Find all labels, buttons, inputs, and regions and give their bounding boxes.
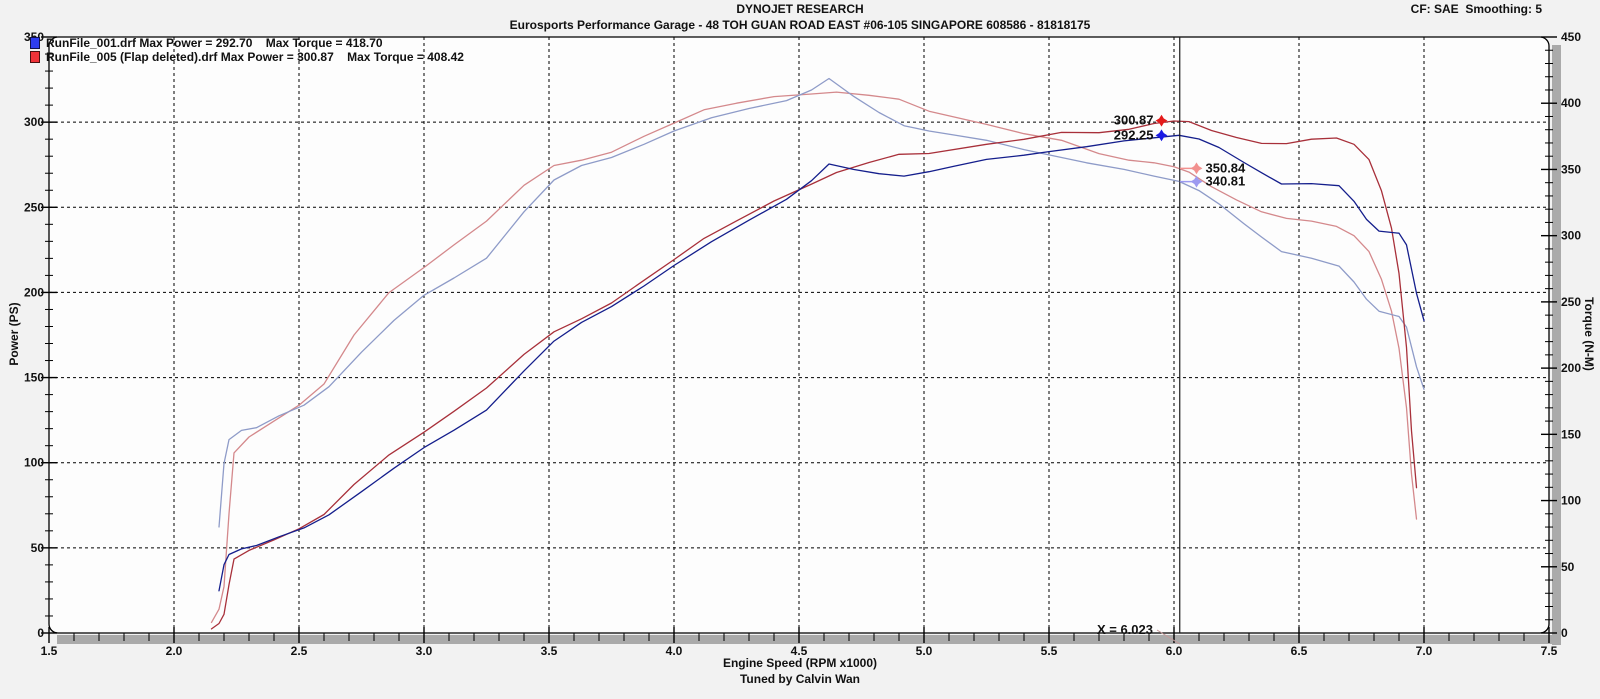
torque-tick-label: 50 xyxy=(1561,560,1575,574)
x-tick-label: 7.0 xyxy=(1416,644,1433,658)
cursor-pointer-line xyxy=(1156,629,1181,645)
legend-run-005-label: RunFile_005 (Flap deleted).drf Max Power… xyxy=(46,50,464,64)
readout-value: 350.84 xyxy=(1206,160,1247,175)
power-tick-label: 300 xyxy=(24,115,44,129)
readout-value: 300.87 xyxy=(1114,113,1154,128)
x-tick-label: 5.5 xyxy=(1041,644,1058,658)
power_001-curve xyxy=(218,134,1425,592)
x-tick-label: 4.0 xyxy=(666,644,683,658)
torque-tick-label: 200 xyxy=(1561,361,1581,375)
cursor-x-readout: X = 6.023 xyxy=(1096,622,1153,637)
legend-run-001[interactable]: RunFile_001.drf Max Power = 292.70 Max T… xyxy=(30,36,383,50)
page-title: DYNOJET RESEARCH xyxy=(736,2,864,16)
x-tick-label: 3.5 xyxy=(541,644,558,658)
torque-readout-marker-icon[interactable] xyxy=(1190,162,1203,175)
engine-speed-axis-title: Engine Speed (RPM x1000) xyxy=(722,656,878,670)
torque-tick-label: 0 xyxy=(1561,626,1568,640)
readout-value: 292.25 xyxy=(1114,127,1154,142)
x-tick-label: 2.5 xyxy=(291,644,308,658)
torque-tick-label: 350 xyxy=(1561,162,1581,176)
power-axis-title: Power (PS) xyxy=(7,302,21,366)
power_005-curve xyxy=(210,120,1418,630)
power-tick-label: 200 xyxy=(24,285,44,299)
power-tick-label: 150 xyxy=(24,371,44,385)
plot-shadow-bottom xyxy=(57,635,1561,644)
tuner-credit: Tuned by Calvin Wan xyxy=(739,672,860,686)
torque-axis-title: Torque (N-M) xyxy=(1582,297,1596,371)
torque_001-curve xyxy=(218,77,1425,528)
legend-run-001-label: RunFile_001.drf Max Power = 292.70 Max T… xyxy=(46,36,383,50)
power-tick-label: 250 xyxy=(24,200,44,214)
x-tick-label: 2.0 xyxy=(166,644,183,658)
torque-tick-label: 400 xyxy=(1561,96,1581,110)
x-tick-label: 6.0 xyxy=(1166,644,1183,658)
torque-tick-label: 450 xyxy=(1561,30,1581,44)
x-tick-label: 4.5 xyxy=(791,644,808,658)
power-tick-label: 50 xyxy=(31,541,45,555)
run-005-color-swatch-icon xyxy=(30,51,40,63)
readout-value: 340.81 xyxy=(1206,174,1246,189)
correction-smoothing-note: CF: SAE Smoothing: 5 xyxy=(1410,2,1542,16)
torque_005-curve xyxy=(210,91,1418,624)
power-tick-label: 100 xyxy=(24,456,44,470)
power-tick-label: 0 xyxy=(37,626,44,640)
x-tick-label: 3.0 xyxy=(416,644,433,658)
plot-shadow-right xyxy=(1552,45,1561,645)
torque-tick-label: 300 xyxy=(1561,229,1581,243)
x-tick-label: 7.5 xyxy=(1541,644,1558,658)
torque-tick-label: 250 xyxy=(1561,295,1581,309)
run-001-color-swatch-icon xyxy=(30,37,40,49)
plot-border xyxy=(48,36,1550,634)
power-readout-marker-icon[interactable] xyxy=(1155,114,1168,127)
torque-tick-label: 150 xyxy=(1561,427,1581,441)
shop-address-line: Eurosports Performance Garage - 48 TOH G… xyxy=(509,18,1091,32)
x-tick-label: 6.5 xyxy=(1291,644,1308,658)
x-tick-label: 1.5 xyxy=(41,644,58,658)
torque-readout-marker-icon[interactable] xyxy=(1190,175,1203,188)
legend-run-005[interactable]: RunFile_005 (Flap deleted).drf Max Power… xyxy=(30,50,464,64)
x-tick-label: 5.0 xyxy=(916,644,933,658)
power-readout-marker-icon[interactable] xyxy=(1155,129,1168,142)
torque-tick-label: 100 xyxy=(1561,494,1581,508)
